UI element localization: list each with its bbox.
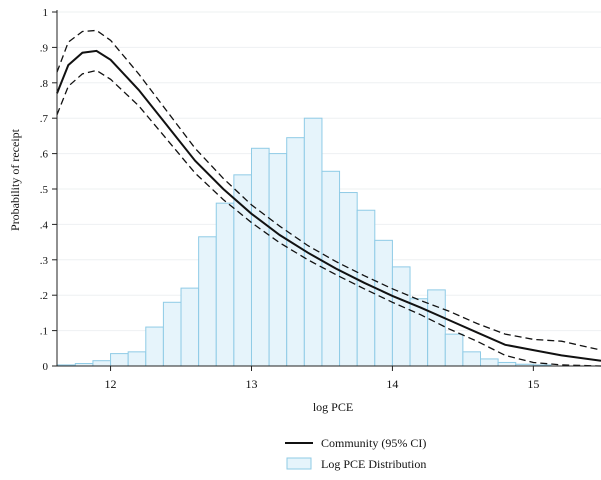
histogram-bars	[57, 117, 552, 367]
legend-box-marker	[286, 457, 312, 470]
histogram-bar	[215, 202, 235, 367]
histogram-bar	[444, 333, 464, 367]
series-lines	[56, 29, 601, 367]
ci-lower-line	[56, 69, 601, 367]
y-tick-label: .3	[40, 255, 49, 267]
axes	[56, 10, 601, 367]
histogram-bar	[233, 174, 252, 367]
histogram-bar	[198, 236, 217, 367]
histogram-bar	[162, 301, 182, 367]
histogram-bar	[127, 351, 147, 367]
y-tick-label: .1	[40, 326, 48, 338]
histogram-bar	[462, 351, 482, 367]
legend-label-distribution: Log PCE Distribution	[321, 457, 426, 471]
histogram-bar	[268, 153, 288, 367]
x-tick-label: 14	[386, 377, 398, 391]
y-tick-label: .2	[40, 290, 48, 302]
x-axis-title: log PCE	[313, 400, 353, 414]
histogram-bar	[110, 353, 129, 367]
x-axis-ticks: 12 13 14 15	[105, 366, 539, 391]
x-tick-label: 15	[527, 377, 539, 391]
histogram-bar	[391, 266, 411, 367]
y-tick-label: .9	[40, 42, 49, 54]
histogram-bar	[145, 326, 164, 367]
histogram-bar	[427, 289, 446, 367]
histogram-bar	[374, 239, 393, 367]
y-tick-label: 1	[43, 7, 49, 19]
x-tick-label: 12	[105, 377, 117, 391]
y-tick-label: .6	[40, 149, 49, 161]
histogram-bar	[250, 147, 270, 367]
y-tick-label: .7	[40, 113, 49, 125]
y-axis-ticks: 0 .1 .2 .3 .4 .5 .6 .7 .8 .9 1	[40, 7, 57, 373]
y-tick-label: .4	[40, 219, 49, 231]
histogram-bar	[180, 287, 200, 367]
community-line	[56, 49, 601, 362]
histogram-bar	[497, 361, 517, 367]
histogram-bar	[92, 360, 112, 367]
legend: Community (95% CI) Log PCE Distribution	[285, 436, 426, 471]
histogram-bar	[356, 209, 376, 367]
y-tick-label: 0	[43, 361, 49, 373]
y-tick-label: .5	[40, 184, 49, 196]
histogram-bar	[480, 358, 499, 367]
histogram-bar	[303, 117, 323, 367]
y-tick-label: .8	[40, 78, 49, 90]
histogram-bar	[339, 192, 358, 367]
ci-upper-line	[56, 29, 601, 351]
legend-label-community: Community (95% CI)	[321, 436, 426, 450]
x-tick-label: 13	[245, 377, 257, 391]
y-axis-title: Probability of receipt	[8, 128, 22, 231]
